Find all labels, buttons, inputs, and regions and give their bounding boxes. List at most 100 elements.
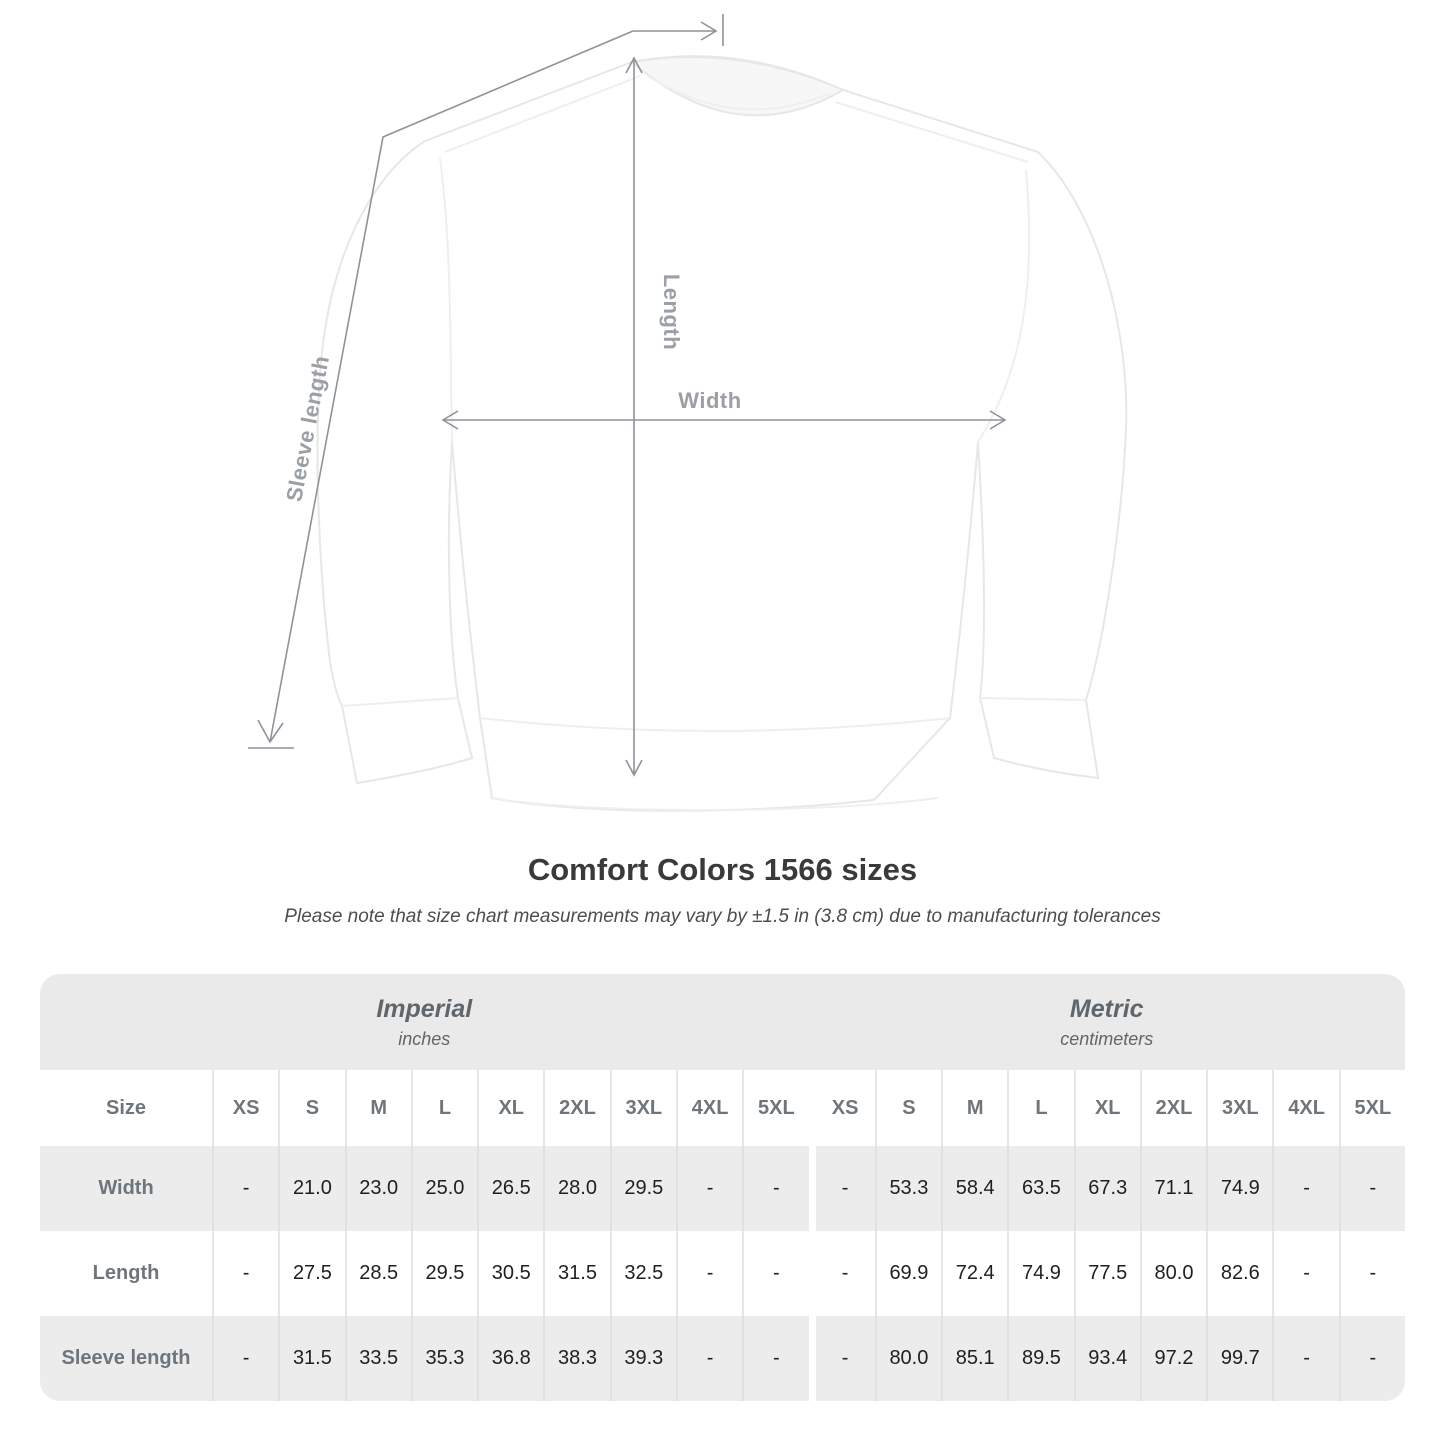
metric-value: 80.0: [1139, 1231, 1206, 1316]
metric-size-header-s: S: [874, 1070, 941, 1146]
metric-value: 53.3: [874, 1146, 941, 1231]
metric-size-header-5xl: 5XL: [1338, 1070, 1405, 1146]
imperial-value: 32.5: [609, 1231, 676, 1316]
metric-value: -: [1272, 1146, 1338, 1231]
imperial-size-header-4xl: 4XL: [675, 1070, 742, 1146]
imperial-value: 36.8: [477, 1316, 543, 1401]
imperial-size-header-m: M: [344, 1070, 411, 1146]
imperial-size-header-xs: XS: [212, 1070, 278, 1146]
size-guide-figure: Sleeve length Length Width: [248, 14, 1128, 812]
metric-value: 80.0: [874, 1316, 941, 1401]
page-title: Comfort Colors 1566 sizes: [527, 852, 918, 887]
imperial-size-header-3xl: 3XL: [609, 1070, 676, 1146]
imperial-value: 26.5: [477, 1146, 543, 1231]
imperial-value: 31.5: [278, 1316, 344, 1401]
measurement-row: Sleeve length -31.5 33.5 35.3 36.8 38.3 39.3- -…: [40, 1316, 1405, 1401]
size-table-body: Size XS S M L XL 2XL 3XL 4XL 5XL XS S M L XL 2XL 3XL 4XL 5…: [40, 1070, 1405, 1401]
metric-value: -: [808, 1231, 875, 1316]
imperial-value: 25.0: [410, 1146, 477, 1231]
metric-group-header: Metric centimeters: [809, 974, 1406, 1070]
metric-size-header-3xl: 3XL: [1206, 1070, 1272, 1146]
metric-size-header-xl: XL: [1073, 1070, 1140, 1146]
metric-value: 85.1: [941, 1316, 1007, 1401]
row-label: Width: [98, 1177, 154, 1199]
imperial-value: 39.3: [609, 1316, 676, 1401]
metric-size-header-m: M: [941, 1070, 1007, 1146]
metric-value: 77.5: [1073, 1231, 1140, 1316]
metric-value: 93.4: [1073, 1316, 1140, 1401]
imperial-size-header-2xl: 2XL: [543, 1070, 609, 1146]
imperial-value: 29.5: [609, 1146, 676, 1231]
width-label: Width: [678, 388, 741, 413]
imperial-value: -: [212, 1146, 278, 1231]
imperial-size-header-s: S: [278, 1070, 344, 1146]
imperial-value: -: [742, 1316, 808, 1401]
imperial-size-header-xl: XL: [477, 1070, 543, 1146]
length-dimension-line: [625, 56, 643, 777]
shoulder-offset-line: [633, 14, 724, 46]
imperial-size-header-l: L: [410, 1070, 477, 1146]
sweatshirt-illustration: [316, 55, 1128, 812]
metric-group-unit: centimeters: [1060, 1028, 1154, 1049]
imperial-value: -: [675, 1231, 742, 1316]
imperial-group-header: Imperial inches: [40, 974, 809, 1070]
imperial-value: -: [675, 1146, 742, 1231]
metric-value: 63.5: [1007, 1146, 1073, 1231]
metric-value: -: [1338, 1231, 1405, 1316]
unit-group-header-row: Imperial inches Metric centimeters: [40, 974, 1405, 1070]
measurement-row: Width -21.0 23.0 25.0 26.5 28.0 29.5- - -53.3 58.…: [40, 1146, 1405, 1231]
row-label: Length: [92, 1262, 160, 1284]
length-label: Length: [659, 274, 684, 350]
metric-value: 67.3: [1073, 1146, 1140, 1231]
metric-value: 89.5: [1007, 1316, 1073, 1401]
imperial-value: 23.0: [344, 1146, 411, 1231]
imperial-group-unit: inches: [398, 1028, 451, 1049]
sleeve-length-dimension-line: [248, 30, 634, 749]
metric-size-header-2xl: 2XL: [1139, 1070, 1206, 1146]
metric-value: -: [1272, 1316, 1338, 1401]
imperial-value: 29.5: [410, 1231, 477, 1316]
imperial-value: 21.0: [278, 1146, 344, 1231]
size-header-row: Size XS S M L XL 2XL 3XL 4XL 5XL XS S M L XL 2XL 3XL 4XL 5…: [40, 1070, 1405, 1146]
width-dimension-line: [441, 410, 1007, 430]
metric-value: 71.1: [1139, 1146, 1206, 1231]
size-column-header: Size: [105, 1096, 147, 1119]
measurement-row: Length -27.5 28.5 29.5 30.5 31.5 32.5- - -69.9 72…: [40, 1231, 1405, 1316]
imperial-value: 35.3: [410, 1316, 477, 1401]
imperial-value: 31.5: [543, 1231, 609, 1316]
metric-size-header-4xl: 4XL: [1272, 1070, 1338, 1146]
metric-value: -: [1338, 1146, 1405, 1231]
imperial-value: 27.5: [278, 1231, 344, 1316]
metric-value: -: [1272, 1231, 1338, 1316]
metric-size-header-xs: XS: [808, 1070, 875, 1146]
imperial-value: -: [212, 1316, 278, 1401]
metric-group-label: Metric: [1069, 994, 1144, 1023]
metric-value: -: [1338, 1316, 1405, 1401]
metric-value: 74.9: [1007, 1231, 1073, 1316]
size-chart-table: Imperial inches Metric centimeters Size X…: [40, 974, 1405, 1401]
metric-value: -: [808, 1316, 875, 1401]
sweatshirt-diagram: Sleeve length Length Width: [248, 14, 1128, 812]
metric-value: 82.6: [1206, 1231, 1272, 1316]
imperial-value: 28.5: [344, 1231, 411, 1316]
metric-value: -: [808, 1146, 875, 1231]
imperial-value: -: [742, 1231, 808, 1316]
tolerance-note: Please note that size chart measurements…: [284, 906, 1161, 927]
imperial-value: 30.5: [477, 1231, 543, 1316]
imperial-value: -: [675, 1316, 742, 1401]
metric-value: 69.9: [874, 1231, 941, 1316]
row-label: Sleeve length: [61, 1347, 191, 1369]
metric-value: 72.4: [941, 1231, 1007, 1316]
imperial-value: 38.3: [543, 1316, 609, 1401]
imperial-value: -: [742, 1146, 808, 1231]
imperial-value: -: [212, 1231, 278, 1316]
imperial-value: 33.5: [344, 1316, 411, 1401]
metric-size-header-l: L: [1007, 1070, 1073, 1146]
collar: [629, 55, 846, 117]
metric-value: 58.4: [941, 1146, 1007, 1231]
imperial-group-label: Imperial: [376, 994, 473, 1023]
metric-value: 97.2: [1139, 1316, 1206, 1401]
metric-value: 74.9: [1206, 1146, 1272, 1231]
metric-value: 99.7: [1206, 1316, 1272, 1401]
imperial-value: 28.0: [543, 1146, 609, 1231]
